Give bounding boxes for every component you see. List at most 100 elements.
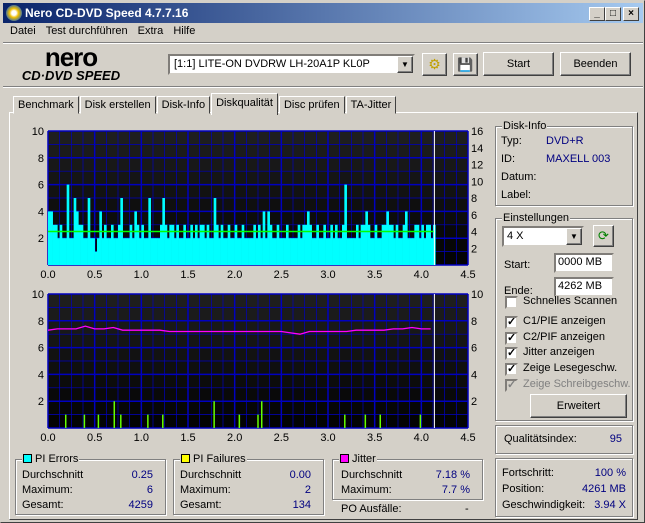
quit-button[interactable]: Beenden <box>560 52 631 76</box>
chevron-down-icon[interactable]: ▼ <box>566 228 582 245</box>
refresh-icon[interactable]: ⟳ <box>593 225 614 247</box>
pi-error-bar <box>318 238 322 265</box>
speed-value: 3.94 X <box>594 499 626 511</box>
pi-error-bar <box>71 238 74 265</box>
avg-value: 0.25 <box>131 469 153 481</box>
pi-error-bar <box>52 224 56 265</box>
x-tick-label: 1.0 <box>134 269 149 281</box>
pi-error-bar <box>260 238 263 265</box>
pi-error-bar <box>395 224 399 265</box>
pi-error-bar <box>262 211 266 265</box>
checkbox-label: Zeige Schreibgeschw. <box>523 378 631 390</box>
group-title: PI Failures <box>180 453 247 465</box>
pi-error-bar <box>288 238 291 265</box>
close-button[interactable]: × <box>623 7 639 21</box>
total-label: Gesamt: <box>22 499 64 511</box>
checkbox-label: Jitter anzeigen <box>523 346 595 358</box>
checkbox[interactable]: ✓ <box>505 316 518 329</box>
pi-error-bar <box>377 238 380 265</box>
end-input[interactable]: 4262 MB <box>554 277 614 297</box>
pi-error-bar <box>190 224 193 265</box>
save-icon[interactable]: 💾 <box>453 53 478 76</box>
menu-test[interactable]: Test durchführen <box>45 25 128 37</box>
y2-tick-label: 2 <box>471 243 477 255</box>
refresh-drive-icon[interactable]: ⚙ <box>422 53 447 76</box>
x-tick-label: 4.0 <box>414 269 429 281</box>
x-tick-label: 0.5 <box>87 269 102 281</box>
pi-error-bar <box>57 238 60 265</box>
pi-error-bar <box>286 224 289 265</box>
menu-hilfe[interactable]: Hilfe <box>173 25 196 37</box>
x-tick-label: 2.0 <box>227 432 242 444</box>
pi-error-bar <box>328 238 331 265</box>
pi-error-bar <box>374 224 378 265</box>
y2-tick-label: 2 <box>471 396 477 408</box>
pi-error-bar <box>279 238 282 265</box>
pi-error-bar <box>132 238 135 265</box>
checkbox[interactable]: ✓ <box>505 332 518 345</box>
tab-benchmark[interactable]: Benchmark <box>13 96 79 114</box>
avg-value: 0.00 <box>289 469 311 481</box>
minimize-button[interactable]: _ <box>589 7 605 21</box>
tab-disk-erstellen[interactable]: Disk erstellen <box>79 96 156 114</box>
y-tick-label: 6 <box>38 180 44 192</box>
tab-disc-pruefen[interactable]: Disc prüfen <box>278 96 345 114</box>
pi-error-bar <box>171 224 175 265</box>
start-input[interactable]: 0000 MB <box>554 253 614 273</box>
checkbox[interactable] <box>505 296 518 309</box>
speed-select[interactable]: 4 X ▼ <box>502 226 584 247</box>
pi-error-bar <box>202 224 205 265</box>
position-label: Position: <box>502 483 545 495</box>
pi-error-bar <box>384 224 387 265</box>
pi-error-bar <box>157 238 161 265</box>
tab-disk-info[interactable]: Disk-Info <box>156 96 211 114</box>
pi-error-bar <box>69 238 72 265</box>
progress-label: Fortschritt: <box>502 467 554 479</box>
checkbox[interactable]: ✓ <box>505 347 518 360</box>
checkbox[interactable]: ✓ <box>505 363 518 376</box>
pi-error-bar <box>335 224 338 265</box>
pi-error-bar <box>356 224 359 265</box>
pi-error-bar <box>216 224 219 265</box>
avg-label: Durchschnitt <box>341 469 403 481</box>
tab-diskqualitaet[interactable]: Diskqualität <box>211 93 278 115</box>
start-button[interactable]: Start <box>483 52 554 76</box>
pi-error-bar <box>127 238 130 265</box>
max-value: 7.7 % <box>441 484 470 496</box>
y2-tick-label: 6 <box>471 343 477 355</box>
chart-0-marks <box>48 131 436 265</box>
pi-error-bar <box>113 238 116 265</box>
menu-datei[interactable]: Datei <box>10 25 36 37</box>
x-tick-label: 3.5 <box>367 432 382 444</box>
app-icon <box>6 5 22 21</box>
maximize-button[interactable]: □ <box>605 7 621 21</box>
x-tick-label: 1.5 <box>180 269 195 281</box>
checkbox-label: Schnelles Scannen <box>523 295 618 307</box>
x-tick-label: 4.5 <box>460 432 475 444</box>
pi-error-bar <box>111 224 114 265</box>
quality-index-group: Qualitätsindex: 95 <box>495 425 633 454</box>
pi-error-bar <box>94 251 98 265</box>
pi-error-bar <box>178 238 182 265</box>
pi-error-bar <box>325 238 329 265</box>
pi-error-bar <box>101 238 105 265</box>
menu-extra[interactable]: Extra <box>137 25 164 37</box>
tab-ta-jitter[interactable]: TA-Jitter <box>345 96 397 114</box>
drive-select[interactable]: [1:1] LITE-ON DVDRW LH-20A1P KL0P ▼ <box>168 54 415 75</box>
avg-value: 7.18 % <box>435 469 470 481</box>
pi-error-bar <box>108 238 112 265</box>
max-label: Maximum: <box>180 484 231 496</box>
pi-error-bar <box>230 238 233 265</box>
pi-error-bar <box>323 224 326 265</box>
y2-tick-label: 4 <box>471 369 477 381</box>
chevron-down-icon[interactable]: ▼ <box>397 56 413 73</box>
y2-tick-label: 8 <box>471 316 477 328</box>
pi-error-bar <box>97 238 100 265</box>
pi-error-bar <box>346 238 350 265</box>
pi-error-bar <box>421 224 424 265</box>
pi-error-bar <box>283 238 287 265</box>
pi-error-bar <box>204 238 207 265</box>
advanced-button[interactable]: Erweitert <box>530 394 627 418</box>
y-tick-label: 2 <box>38 233 44 245</box>
y2-tick-label: 6 <box>471 210 477 222</box>
